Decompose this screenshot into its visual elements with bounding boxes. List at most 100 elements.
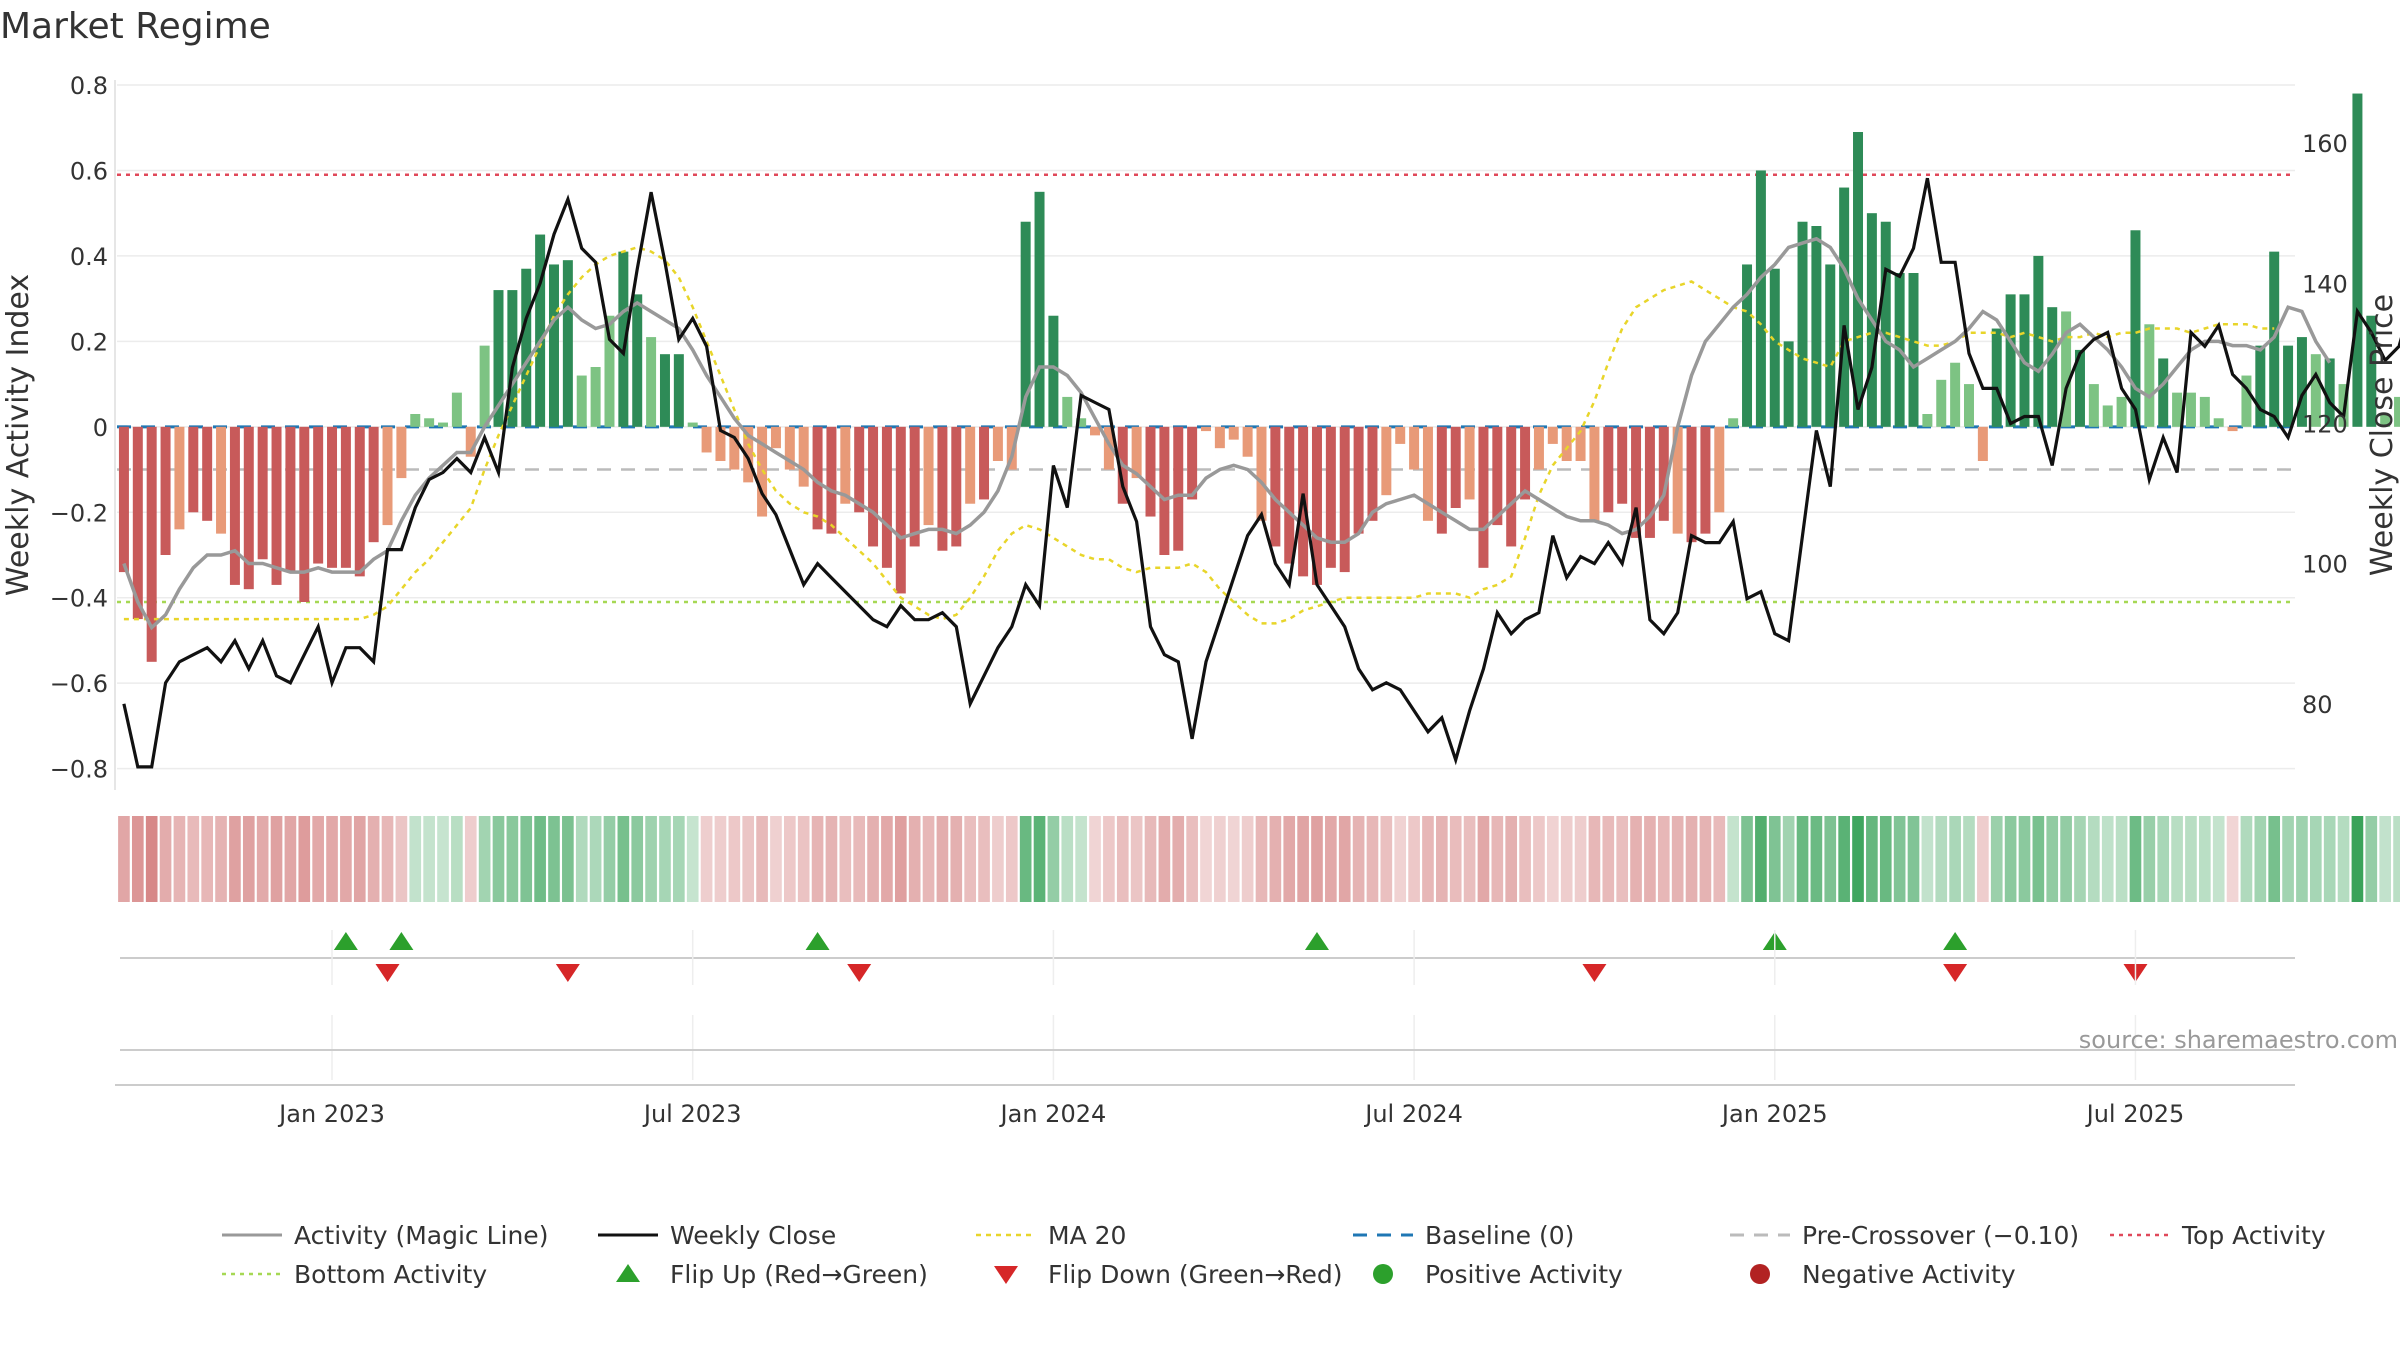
y-axis-ticks: 0.80.60.40.20−0.2−0.4−0.6−0.8 <box>50 72 108 784</box>
activity-bar <box>1381 427 1391 495</box>
flip-up-marker <box>389 932 413 950</box>
regime-cell <box>1922 816 1934 902</box>
activity-bar <box>216 427 226 534</box>
regime-cell <box>2033 816 2045 902</box>
activity-bar <box>2228 427 2238 431</box>
activity-bar <box>1035 192 1045 427</box>
regime-cell <box>562 816 574 902</box>
regime-cell <box>1117 816 1129 902</box>
regime-cell <box>507 816 519 902</box>
activity-bar <box>2158 358 2168 426</box>
activity-bar <box>1992 329 2002 427</box>
regime-cell <box>2310 816 2322 902</box>
regime-cell <box>1644 816 1656 902</box>
activity-bar <box>2089 384 2099 427</box>
activity-bar <box>1284 427 1294 564</box>
regime-cell <box>590 816 602 902</box>
activity-bar <box>1687 427 1697 542</box>
activity-bar <box>1811 226 1821 427</box>
activity-bar <box>1534 427 1544 470</box>
regime-cell <box>2074 816 2086 902</box>
regime-cell <box>160 816 172 902</box>
regime-cell <box>923 816 935 902</box>
regime-cell <box>1755 816 1767 902</box>
activity-bar <box>1270 427 1280 547</box>
regime-cell <box>1519 816 1531 902</box>
regime-cell <box>1339 816 1351 902</box>
regime-cell <box>839 816 851 902</box>
regime-cell <box>1630 816 1642 902</box>
bottom-panel <box>115 930 2295 1085</box>
activity-bar <box>383 427 393 525</box>
y2-tick-label: 120 <box>2302 410 2348 438</box>
legend-label: Baseline (0) <box>1425 1221 1574 1250</box>
regime-cell <box>1852 816 1864 902</box>
activity-bar <box>1617 427 1627 504</box>
regime-cell <box>1020 816 1032 902</box>
activity-bar <box>924 427 934 525</box>
activity-bar <box>563 260 573 427</box>
activity-bar <box>161 427 171 555</box>
regime-cell <box>1575 816 1587 902</box>
regime-cell <box>1727 816 1739 902</box>
activity-bar <box>327 427 337 568</box>
legend-swatch-flip-up <box>616 1264 640 1282</box>
regime-cell <box>756 816 768 902</box>
regime-cell <box>1353 816 1365 902</box>
activity-bar <box>882 427 892 568</box>
activity-bar <box>285 427 295 572</box>
regime-cell <box>1908 816 1920 902</box>
regime-cell <box>1866 816 1878 902</box>
activity-bar <box>1201 427 1211 431</box>
y-tick-label: 0 <box>93 414 108 442</box>
regime-cell <box>1769 816 1781 902</box>
activity-bar <box>1437 427 1447 534</box>
activity-bars <box>119 94 2400 662</box>
regime-cell <box>2144 816 2156 902</box>
regime-cell <box>340 816 352 902</box>
activity-bar <box>1922 414 1932 427</box>
activity-bar <box>1465 427 1475 500</box>
x-tick-label: Jul 2024 <box>1363 1100 1463 1128</box>
regime-cell <box>215 816 227 902</box>
flip-up-marker <box>1305 932 1329 950</box>
legend-label: Pre-Crossover (−0.10) <box>1802 1221 2079 1250</box>
flip-down-marker <box>556 964 580 982</box>
activity-bar <box>799 427 809 487</box>
regime-cell <box>1270 816 1282 902</box>
activity-bar <box>840 427 850 504</box>
regime-cell <box>1991 816 2003 902</box>
x-tick-label: Jan 2023 <box>277 1100 385 1128</box>
activity-bar <box>299 427 309 602</box>
regime-cell <box>673 816 685 902</box>
activity-bar <box>1909 273 1919 427</box>
flip-down-marker <box>1582 964 1606 982</box>
regime-cell <box>1686 816 1698 902</box>
regime-cell <box>1797 816 1809 902</box>
regime-cell <box>937 816 949 902</box>
regime-cell <box>2116 816 2128 902</box>
regime-cell <box>1297 816 1309 902</box>
regime-cell <box>354 816 366 902</box>
regime-cell <box>2088 816 2100 902</box>
regime-cell <box>298 816 310 902</box>
activity-bar <box>1936 380 1946 427</box>
y-tick-label: −0.6 <box>50 670 108 698</box>
regime-cell <box>1464 816 1476 902</box>
y2-tick-label: 140 <box>2302 270 2348 298</box>
regime-cell <box>1214 816 1226 902</box>
regime-cell <box>2199 816 2211 902</box>
market-regime-chart: Market Regime 0.80.60.40.20−0.2−0.4−0.6−… <box>0 0 2400 1350</box>
regime-cell <box>174 816 186 902</box>
activity-bar <box>341 427 351 568</box>
activity-bar <box>1326 427 1336 568</box>
regime-cell <box>2130 816 2142 902</box>
x-tick-label: Jul 2025 <box>2085 1100 2185 1128</box>
regime-cell <box>1089 816 1101 902</box>
x-tick-label: Jan 2025 <box>1720 1100 1828 1128</box>
regime-cell <box>1935 816 1947 902</box>
activity-bar <box>1395 427 1405 444</box>
regime-cell <box>1505 816 1517 902</box>
regime-cell <box>2241 816 2253 902</box>
regime-cell <box>2157 816 2169 902</box>
